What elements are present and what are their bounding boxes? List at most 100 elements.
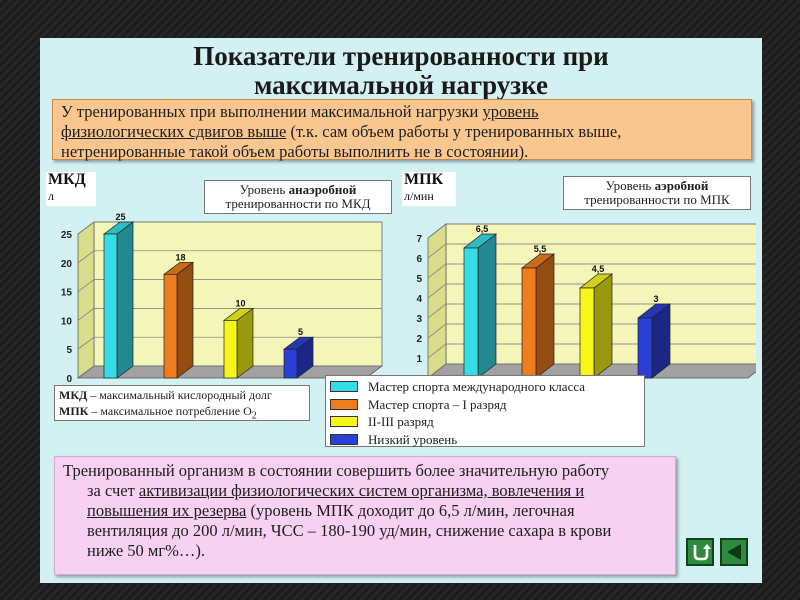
legend: Мастер спорта международного класса Маст… bbox=[325, 375, 645, 447]
chart1-gridline bbox=[77, 336, 382, 350]
back-button[interactable] bbox=[720, 538, 748, 566]
chart2-title: Уровень аэробной тренированности по МПК bbox=[563, 176, 751, 210]
title-line-2: максимальной нагрузке bbox=[253, 70, 549, 100]
intro-underlined-1: уровень bbox=[482, 102, 539, 121]
chart2-tick-label: 5 bbox=[416, 274, 422, 285]
chart2-title-suffix: тренированности по МПК bbox=[584, 192, 730, 207]
chart2-tick-label: 6 bbox=[416, 254, 422, 265]
legend-item: II-III разряд bbox=[330, 413, 640, 431]
legend-label: II-III разряд bbox=[368, 414, 434, 429]
chart2-plot-side bbox=[427, 223, 447, 379]
legend-swatch bbox=[330, 416, 358, 428]
chart-mkd: 0 5 10 15 20 25 25 18 10 5 bbox=[61, 212, 384, 385]
conclusion-underlined-2: повышения их резерва bbox=[87, 501, 247, 520]
conclusion-rest: за счет активизации физиологических сист… bbox=[63, 481, 667, 561]
chart2-data-label: 3 bbox=[653, 294, 658, 304]
abbr-mkd: МКД bbox=[59, 388, 88, 402]
conclusion-box: Тренированный организм в состоянии совер… bbox=[54, 456, 676, 575]
chart2-tick-label: 7 bbox=[416, 234, 422, 245]
chart1-tick-label: 25 bbox=[61, 230, 73, 241]
chart1-title-suffix: тренированности по МКД bbox=[225, 196, 371, 211]
chart1-plot-side bbox=[77, 221, 95, 379]
legend-swatch bbox=[330, 433, 358, 445]
abbreviation-box: МКД – максимальный кислородный долг МПК … bbox=[54, 385, 310, 421]
chart1-bar bbox=[163, 273, 178, 379]
chart2-gridline bbox=[427, 283, 756, 299]
chart2-bar bbox=[521, 267, 537, 379]
legend-label: Низкий уровень bbox=[368, 431, 458, 447]
chart1-gridline bbox=[77, 250, 382, 264]
chart1-data-label: 5 bbox=[298, 327, 303, 337]
chart2-gridline bbox=[427, 243, 756, 259]
chart1-title-bold: анаэробной bbox=[288, 182, 357, 197]
chart2-unit-label: МПК л/мин bbox=[402, 172, 456, 206]
chart2-bar bbox=[463, 247, 479, 379]
chart1-bar-side bbox=[116, 221, 134, 379]
chart1-tick-label: 0 bbox=[66, 374, 72, 385]
chart2-bar bbox=[637, 317, 653, 379]
intro-text-1: У тренированных при выполнении максималь… bbox=[61, 102, 483, 121]
slide: Показатели тренированности при максималь… bbox=[40, 38, 762, 583]
chart2-bar-side bbox=[593, 273, 613, 379]
chart2-unit-sub: л/мин bbox=[404, 189, 434, 203]
page-title: Показатели тренированности при максималь… bbox=[40, 42, 762, 100]
abbr-mpk-subscript: 2 bbox=[251, 410, 257, 422]
chart2-tick-label: 3 bbox=[416, 314, 422, 325]
legend-swatch bbox=[330, 398, 358, 410]
conclusion-underlined-1: активизации физиологических систем орган… bbox=[138, 481, 585, 500]
chart1-tick-label: 10 bbox=[61, 316, 73, 327]
intro-text-2: (т.к. сам объем работы у тренированных в… bbox=[286, 122, 622, 141]
intro-text-3: нетренированные такой объем работы выпол… bbox=[61, 142, 529, 161]
conclusion-line-5: ниже 50 мг%…). bbox=[87, 541, 205, 560]
chart1-tick-label: 5 bbox=[66, 345, 72, 356]
abbr-mkd-text: – максимальный кислородный долг bbox=[87, 388, 272, 402]
chart1-tick-label: 20 bbox=[61, 259, 73, 270]
chart1-gridline bbox=[77, 221, 382, 235]
chart1-tick-label: 15 bbox=[61, 288, 73, 299]
chart2-title-bold: аэробной bbox=[654, 178, 709, 193]
left-triangle-icon bbox=[727, 544, 741, 560]
legend-item: Низкий уровень bbox=[330, 431, 640, 449]
chart1-bar-side bbox=[176, 261, 194, 379]
chart1-unit-sub: л bbox=[48, 189, 54, 203]
chart2-title-prefix: Уровень bbox=[605, 178, 655, 193]
chart2-bar-side bbox=[535, 253, 555, 379]
abbr-mpk-text: – максимальное потребление О bbox=[88, 404, 252, 418]
chart2-tick-label: 4 bbox=[416, 294, 422, 305]
return-arrow-icon bbox=[693, 544, 711, 561]
legend-item: Мастер спорта – I разряд bbox=[330, 396, 640, 414]
chart1-gridline bbox=[77, 279, 382, 292]
chart1-bar bbox=[103, 233, 118, 379]
conclusion-line-2a: за счет bbox=[87, 481, 139, 500]
chart1-title: Уровень анаэробной тренированности по МК… bbox=[204, 180, 392, 214]
legend-label: Мастер спорта международного класса bbox=[368, 379, 586, 394]
return-button[interactable] bbox=[686, 538, 714, 566]
chart2-tick-label: 2 bbox=[416, 334, 422, 345]
intro-underlined-2: физиологических сдвигов выше bbox=[61, 122, 287, 141]
legend-item: Мастер спорта международного класса bbox=[330, 378, 640, 396]
chart1-title-prefix: Уровень bbox=[239, 182, 289, 197]
abbr-mpk: МПК bbox=[59, 404, 89, 418]
intro-box: У тренированных при выполнении максималь… bbox=[52, 99, 752, 161]
chart1-data-label: 18 bbox=[175, 252, 185, 262]
chart1-bar bbox=[283, 348, 298, 379]
chart1-bar bbox=[223, 320, 238, 379]
conclusion-line-1: Тренированный организм в состоянии совер… bbox=[63, 461, 610, 480]
legend-label: Мастер спорта – I разряд bbox=[368, 396, 507, 412]
chart2-gridline bbox=[427, 223, 756, 239]
chart-mpk: 012345676,55,54,53 bbox=[416, 223, 756, 385]
title-line-1: Показатели тренированности при bbox=[193, 41, 609, 71]
chart2-unit-main: МПК bbox=[404, 171, 444, 188]
chart2-bar bbox=[579, 287, 595, 379]
chart1-data-label: 10 bbox=[235, 298, 245, 308]
chart2-data-label: 5,5 bbox=[534, 244, 547, 254]
chart2-bar-side bbox=[477, 233, 497, 379]
chart2-data-label: 6,5 bbox=[476, 224, 489, 234]
conclusion-line-4: вентиляция до 200 л/мин, ЧСС – 180-190 у… bbox=[87, 521, 612, 540]
chart2-gridline bbox=[427, 263, 756, 279]
chart2-tick-label: 1 bbox=[416, 354, 422, 365]
chart1-gridline bbox=[77, 308, 382, 321]
legend-swatch bbox=[330, 381, 358, 393]
conclusion-line-3b: (уровень МПК доходит до 6,5 л/мин, легоч… bbox=[246, 501, 575, 520]
chart1-unit-main: МКД bbox=[48, 171, 86, 188]
